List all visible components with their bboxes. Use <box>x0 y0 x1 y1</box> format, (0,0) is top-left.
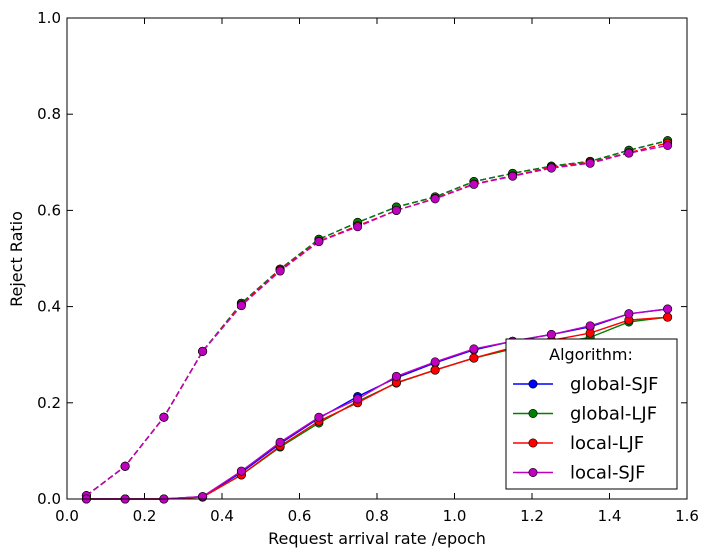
data-point <box>508 171 518 181</box>
data-point <box>469 344 479 354</box>
legend-label: local-LJF <box>570 433 644 454</box>
data-point <box>314 237 324 247</box>
data-point <box>430 357 440 367</box>
legend-marker <box>528 379 538 389</box>
x-tick-label: 0.2 <box>133 507 157 525</box>
data-point <box>546 329 556 339</box>
y-tick-label: 0.0 <box>37 490 61 508</box>
legend-entry: global-LJF <box>513 404 657 425</box>
data-point <box>236 466 246 476</box>
legend-label: global-SJF <box>570 374 658 395</box>
data-point <box>624 309 634 319</box>
legend-label: global-LJF <box>570 404 657 425</box>
data-point <box>236 301 246 311</box>
legend-entries: global-SJF global-LJF local-LJF local-SJF <box>513 374 658 484</box>
data-point <box>430 365 440 375</box>
data-point <box>353 222 363 232</box>
data-point <box>159 412 169 422</box>
y-tick-label: 0.2 <box>37 394 61 412</box>
legend-marker <box>528 438 538 448</box>
data-point <box>585 321 595 331</box>
x-axis-label: Request arrival rate /epoch <box>268 529 486 548</box>
data-point <box>469 179 479 189</box>
x-tick-label: 1.4 <box>598 507 622 525</box>
x-tick-label: 0.8 <box>365 507 389 525</box>
data-point <box>546 163 556 173</box>
y-tick-label: 0.6 <box>37 201 61 219</box>
legend-entry: local-LJF <box>513 433 644 454</box>
data-point <box>391 205 401 215</box>
y-tick-label: 0.8 <box>37 105 61 123</box>
data-point <box>663 140 673 150</box>
data-point <box>198 346 208 356</box>
legend-title: Algorithm: <box>549 345 633 364</box>
x-tick-label: 0.4 <box>210 507 234 525</box>
x-tick-label: 0.0 <box>55 507 79 525</box>
data-point <box>585 158 595 168</box>
legend-marker <box>528 467 538 477</box>
data-point <box>663 304 673 314</box>
y-axis-label: Reject Ratio <box>7 211 26 307</box>
legend-label: local-SJF <box>570 463 646 484</box>
y-tick-label: 0.4 <box>37 298 61 316</box>
legend: Algorithm: global-SJF global-LJF local-LJF… <box>505 338 678 490</box>
data-point <box>198 492 208 502</box>
data-point <box>469 353 479 363</box>
data-point <box>391 371 401 381</box>
data-point <box>624 148 634 158</box>
x-tick-label: 1.0 <box>443 507 467 525</box>
legend-entry: global-SJF <box>513 374 658 395</box>
data-point <box>120 461 130 471</box>
x-tick-label: 0.6 <box>288 507 312 525</box>
data-point <box>430 194 440 204</box>
series-line <box>86 308 668 500</box>
legend-marker <box>528 408 538 418</box>
data-point <box>314 412 324 422</box>
x-tick-label: 1.6 <box>675 507 699 525</box>
legend-entry: local-SJF <box>513 463 646 484</box>
data-point <box>663 312 673 322</box>
data-point <box>353 394 363 404</box>
series-line <box>85 144 668 497</box>
data-point <box>275 266 285 276</box>
y-tick-label: 1.0 <box>37 9 61 27</box>
axis-ticks: 0.0 0.2 0.4 0.6 0.8 1.0 1.2 1.4 1.6 0.0 0.2 0.4 0.6 0… <box>37 9 699 525</box>
x-tick-label: 1.2 <box>520 507 544 525</box>
data-point <box>275 437 285 447</box>
series-dashed-7 <box>81 140 673 501</box>
